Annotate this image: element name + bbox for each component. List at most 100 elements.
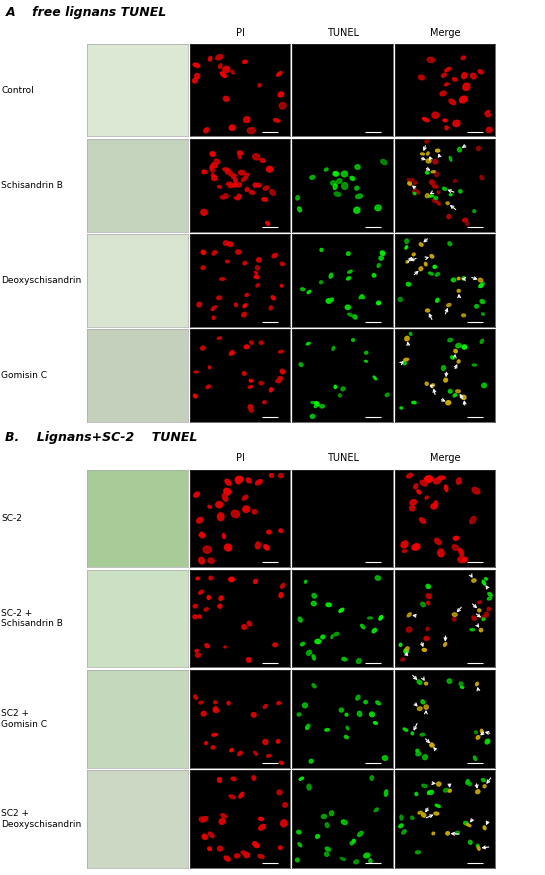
Ellipse shape (213, 707, 217, 711)
Ellipse shape (478, 601, 481, 604)
Ellipse shape (244, 346, 249, 348)
Ellipse shape (208, 558, 214, 564)
Ellipse shape (333, 184, 337, 189)
Ellipse shape (453, 179, 457, 183)
Text: Merge: Merge (430, 28, 460, 38)
Ellipse shape (431, 504, 437, 509)
Ellipse shape (445, 67, 451, 72)
Ellipse shape (277, 702, 281, 704)
Ellipse shape (437, 201, 440, 205)
Ellipse shape (249, 409, 253, 412)
Ellipse shape (355, 164, 360, 169)
Ellipse shape (479, 278, 483, 282)
Ellipse shape (347, 276, 350, 280)
Ellipse shape (486, 127, 492, 133)
Ellipse shape (456, 344, 461, 348)
Ellipse shape (242, 625, 246, 629)
Ellipse shape (225, 544, 232, 551)
Ellipse shape (398, 298, 403, 302)
Ellipse shape (233, 183, 237, 187)
Ellipse shape (447, 304, 451, 306)
Ellipse shape (416, 752, 421, 756)
Ellipse shape (236, 250, 241, 254)
Ellipse shape (419, 243, 423, 246)
Ellipse shape (307, 290, 311, 293)
Ellipse shape (425, 496, 428, 499)
Ellipse shape (482, 313, 485, 315)
Ellipse shape (320, 404, 324, 408)
Ellipse shape (203, 546, 211, 553)
Ellipse shape (440, 91, 446, 95)
Ellipse shape (435, 172, 439, 177)
Ellipse shape (435, 804, 440, 808)
Ellipse shape (334, 633, 339, 636)
Ellipse shape (312, 654, 316, 660)
Ellipse shape (487, 597, 492, 600)
Ellipse shape (205, 644, 209, 648)
Ellipse shape (402, 550, 407, 552)
Ellipse shape (420, 733, 425, 736)
Ellipse shape (426, 594, 431, 598)
Ellipse shape (279, 592, 283, 598)
Ellipse shape (476, 682, 479, 686)
Ellipse shape (454, 349, 457, 353)
Ellipse shape (254, 751, 257, 755)
Ellipse shape (473, 364, 476, 366)
Ellipse shape (480, 299, 485, 304)
Ellipse shape (247, 128, 256, 134)
Ellipse shape (211, 169, 214, 172)
Ellipse shape (446, 401, 451, 405)
Ellipse shape (201, 346, 205, 350)
Ellipse shape (301, 642, 305, 646)
Ellipse shape (223, 241, 228, 245)
Ellipse shape (325, 822, 329, 828)
Ellipse shape (229, 350, 234, 354)
Ellipse shape (211, 308, 214, 311)
Ellipse shape (297, 713, 301, 716)
Ellipse shape (277, 72, 282, 76)
Ellipse shape (449, 193, 452, 196)
Ellipse shape (412, 402, 416, 404)
Ellipse shape (380, 251, 385, 255)
Ellipse shape (201, 250, 205, 255)
Ellipse shape (256, 542, 261, 549)
Ellipse shape (379, 616, 383, 620)
Ellipse shape (402, 830, 406, 834)
Ellipse shape (449, 99, 456, 105)
Ellipse shape (353, 315, 357, 319)
Ellipse shape (448, 339, 452, 342)
Ellipse shape (359, 295, 363, 298)
Ellipse shape (235, 183, 241, 187)
Ellipse shape (345, 713, 348, 716)
Ellipse shape (455, 831, 459, 835)
Ellipse shape (232, 174, 236, 178)
Ellipse shape (406, 627, 412, 632)
Ellipse shape (462, 345, 467, 349)
Ellipse shape (350, 842, 353, 845)
Ellipse shape (236, 480, 240, 484)
Ellipse shape (234, 854, 240, 858)
Ellipse shape (376, 701, 380, 705)
Ellipse shape (444, 642, 446, 647)
Ellipse shape (417, 490, 421, 493)
Ellipse shape (198, 615, 201, 619)
Ellipse shape (478, 70, 483, 74)
Ellipse shape (263, 739, 268, 745)
Ellipse shape (224, 646, 226, 648)
Ellipse shape (214, 709, 219, 712)
Ellipse shape (195, 74, 200, 79)
Ellipse shape (462, 314, 465, 317)
Ellipse shape (434, 812, 439, 815)
Ellipse shape (420, 480, 427, 486)
Ellipse shape (278, 528, 283, 533)
Ellipse shape (356, 696, 360, 700)
Ellipse shape (441, 366, 445, 370)
Ellipse shape (252, 509, 257, 514)
Text: TUNEL: TUNEL (326, 28, 359, 38)
Ellipse shape (355, 186, 359, 190)
Ellipse shape (267, 754, 271, 757)
Text: B.    Lignans+SC-2    TUNEL: B. Lignans+SC-2 TUNEL (5, 430, 198, 444)
Ellipse shape (212, 306, 217, 309)
Ellipse shape (400, 407, 403, 409)
Ellipse shape (417, 680, 422, 684)
